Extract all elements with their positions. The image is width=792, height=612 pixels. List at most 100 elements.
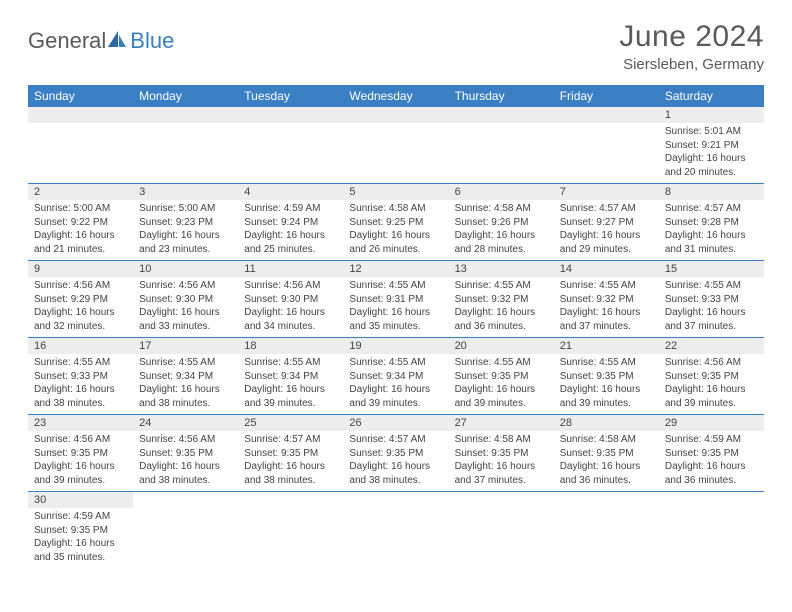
calendar-empty-cell [238, 107, 343, 184]
day-number: 29 [659, 415, 764, 431]
title-block: June 2024 Siersleben, Germany [619, 20, 764, 73]
day-details: Sunrise: 4:59 AMSunset: 9:24 PMDaylight:… [238, 200, 343, 260]
calendar-day-cell: 2Sunrise: 5:00 AMSunset: 9:22 PMDaylight… [28, 184, 133, 261]
calendar-day-cell: 5Sunrise: 4:58 AMSunset: 9:25 PMDaylight… [343, 184, 448, 261]
calendar-empty-cell [343, 492, 448, 569]
calendar-week-row: 1Sunrise: 5:01 AMSunset: 9:21 PMDaylight… [28, 107, 764, 184]
calendar-week-row: 9Sunrise: 4:56 AMSunset: 9:29 PMDaylight… [28, 261, 764, 338]
weekday-header: Friday [554, 85, 659, 107]
calendar-day-cell: 15Sunrise: 4:55 AMSunset: 9:33 PMDayligh… [659, 261, 764, 338]
weekday-header: Tuesday [238, 85, 343, 107]
brand-logo: General Blue [28, 28, 174, 54]
day-details: Sunrise: 4:55 AMSunset: 9:32 PMDaylight:… [449, 277, 554, 337]
calendar-empty-cell [449, 107, 554, 184]
calendar-day-cell: 20Sunrise: 4:55 AMSunset: 9:35 PMDayligh… [449, 338, 554, 415]
brand-general: General [28, 28, 106, 54]
day-details: Sunrise: 4:55 AMSunset: 9:34 PMDaylight:… [238, 354, 343, 414]
calendar-day-cell: 13Sunrise: 4:55 AMSunset: 9:32 PMDayligh… [449, 261, 554, 338]
day-number: 30 [28, 492, 133, 508]
weekday-header: Monday [133, 85, 238, 107]
calendar-day-cell: 26Sunrise: 4:57 AMSunset: 9:35 PMDayligh… [343, 415, 448, 492]
calendar-empty-cell [554, 107, 659, 184]
day-details: Sunrise: 4:56 AMSunset: 9:29 PMDaylight:… [28, 277, 133, 337]
calendar-week-row: 30Sunrise: 4:59 AMSunset: 9:35 PMDayligh… [28, 492, 764, 569]
calendar-empty-cell [554, 492, 659, 569]
day-details: Sunrise: 4:55 AMSunset: 9:32 PMDaylight:… [554, 277, 659, 337]
day-number: 15 [659, 261, 764, 277]
day-number: 6 [449, 184, 554, 200]
calendar-day-cell: 21Sunrise: 4:55 AMSunset: 9:35 PMDayligh… [554, 338, 659, 415]
calendar-week-row: 23Sunrise: 4:56 AMSunset: 9:35 PMDayligh… [28, 415, 764, 492]
calendar-day-cell: 19Sunrise: 4:55 AMSunset: 9:34 PMDayligh… [343, 338, 448, 415]
weekday-header: Saturday [659, 85, 764, 107]
day-details: Sunrise: 4:57 AMSunset: 9:35 PMDaylight:… [238, 431, 343, 491]
day-number: 9 [28, 261, 133, 277]
calendar-day-cell: 10Sunrise: 4:56 AMSunset: 9:30 PMDayligh… [133, 261, 238, 338]
calendar-day-cell: 30Sunrise: 4:59 AMSunset: 9:35 PMDayligh… [28, 492, 133, 569]
day-details: Sunrise: 4:58 AMSunset: 9:25 PMDaylight:… [343, 200, 448, 260]
day-number: 27 [449, 415, 554, 431]
day-details: Sunrise: 4:58 AMSunset: 9:35 PMDaylight:… [554, 431, 659, 491]
calendar-week-row: 16Sunrise: 4:55 AMSunset: 9:33 PMDayligh… [28, 338, 764, 415]
day-number: 28 [554, 415, 659, 431]
calendar-day-cell: 14Sunrise: 4:55 AMSunset: 9:32 PMDayligh… [554, 261, 659, 338]
calendar-day-cell: 23Sunrise: 4:56 AMSunset: 9:35 PMDayligh… [28, 415, 133, 492]
weekday-header: Thursday [449, 85, 554, 107]
day-number: 2 [28, 184, 133, 200]
calendar-empty-cell [28, 107, 133, 184]
day-details: Sunrise: 4:56 AMSunset: 9:30 PMDaylight:… [238, 277, 343, 337]
day-details: Sunrise: 4:58 AMSunset: 9:35 PMDaylight:… [449, 431, 554, 491]
day-details: Sunrise: 4:59 AMSunset: 9:35 PMDaylight:… [28, 508, 133, 568]
calendar-day-cell: 18Sunrise: 4:55 AMSunset: 9:34 PMDayligh… [238, 338, 343, 415]
day-number: 1 [659, 107, 764, 123]
day-number: 5 [343, 184, 448, 200]
calendar-header-row: SundayMondayTuesdayWednesdayThursdayFrid… [28, 85, 764, 107]
day-number: 8 [659, 184, 764, 200]
day-number: 12 [343, 261, 448, 277]
day-number: 4 [238, 184, 343, 200]
day-details: Sunrise: 4:55 AMSunset: 9:31 PMDaylight:… [343, 277, 448, 337]
calendar-empty-cell [659, 492, 764, 569]
calendar-day-cell: 8Sunrise: 4:57 AMSunset: 9:28 PMDaylight… [659, 184, 764, 261]
day-details: Sunrise: 4:56 AMSunset: 9:35 PMDaylight:… [133, 431, 238, 491]
day-details: Sunrise: 4:56 AMSunset: 9:35 PMDaylight:… [659, 354, 764, 414]
calendar-week-row: 2Sunrise: 5:00 AMSunset: 9:22 PMDaylight… [28, 184, 764, 261]
calendar-day-cell: 7Sunrise: 4:57 AMSunset: 9:27 PMDaylight… [554, 184, 659, 261]
calendar-day-cell: 17Sunrise: 4:55 AMSunset: 9:34 PMDayligh… [133, 338, 238, 415]
day-details: Sunrise: 4:57 AMSunset: 9:27 PMDaylight:… [554, 200, 659, 260]
day-number: 11 [238, 261, 343, 277]
day-number: 25 [238, 415, 343, 431]
calendar-day-cell: 11Sunrise: 4:56 AMSunset: 9:30 PMDayligh… [238, 261, 343, 338]
day-number: 21 [554, 338, 659, 354]
calendar-empty-cell [449, 492, 554, 569]
day-details: Sunrise: 5:00 AMSunset: 9:23 PMDaylight:… [133, 200, 238, 260]
calendar-day-cell: 22Sunrise: 4:56 AMSunset: 9:35 PMDayligh… [659, 338, 764, 415]
day-details: Sunrise: 5:00 AMSunset: 9:22 PMDaylight:… [28, 200, 133, 260]
day-details: Sunrise: 4:57 AMSunset: 9:28 PMDaylight:… [659, 200, 764, 260]
calendar-day-cell: 29Sunrise: 4:59 AMSunset: 9:35 PMDayligh… [659, 415, 764, 492]
day-number: 19 [343, 338, 448, 354]
day-number: 16 [28, 338, 133, 354]
calendar-day-cell: 27Sunrise: 4:58 AMSunset: 9:35 PMDayligh… [449, 415, 554, 492]
calendar-day-cell: 16Sunrise: 4:55 AMSunset: 9:33 PMDayligh… [28, 338, 133, 415]
calendar-day-cell: 25Sunrise: 4:57 AMSunset: 9:35 PMDayligh… [238, 415, 343, 492]
day-number: 3 [133, 184, 238, 200]
day-number: 13 [449, 261, 554, 277]
calendar-empty-cell [343, 107, 448, 184]
day-number: 10 [133, 261, 238, 277]
calendar-empty-cell [133, 107, 238, 184]
day-details: Sunrise: 5:01 AMSunset: 9:21 PMDaylight:… [659, 123, 764, 183]
day-number: 14 [554, 261, 659, 277]
day-details: Sunrise: 4:55 AMSunset: 9:35 PMDaylight:… [449, 354, 554, 414]
calendar-day-cell: 6Sunrise: 4:58 AMSunset: 9:26 PMDaylight… [449, 184, 554, 261]
calendar-day-cell: 12Sunrise: 4:55 AMSunset: 9:31 PMDayligh… [343, 261, 448, 338]
day-number: 17 [133, 338, 238, 354]
calendar-day-cell: 9Sunrise: 4:56 AMSunset: 9:29 PMDaylight… [28, 261, 133, 338]
day-number: 23 [28, 415, 133, 431]
day-details: Sunrise: 4:55 AMSunset: 9:33 PMDaylight:… [28, 354, 133, 414]
day-number: 7 [554, 184, 659, 200]
calendar-day-cell: 28Sunrise: 4:58 AMSunset: 9:35 PMDayligh… [554, 415, 659, 492]
day-details: Sunrise: 4:55 AMSunset: 9:34 PMDaylight:… [133, 354, 238, 414]
weekday-header: Sunday [28, 85, 133, 107]
day-details: Sunrise: 4:55 AMSunset: 9:34 PMDaylight:… [343, 354, 448, 414]
